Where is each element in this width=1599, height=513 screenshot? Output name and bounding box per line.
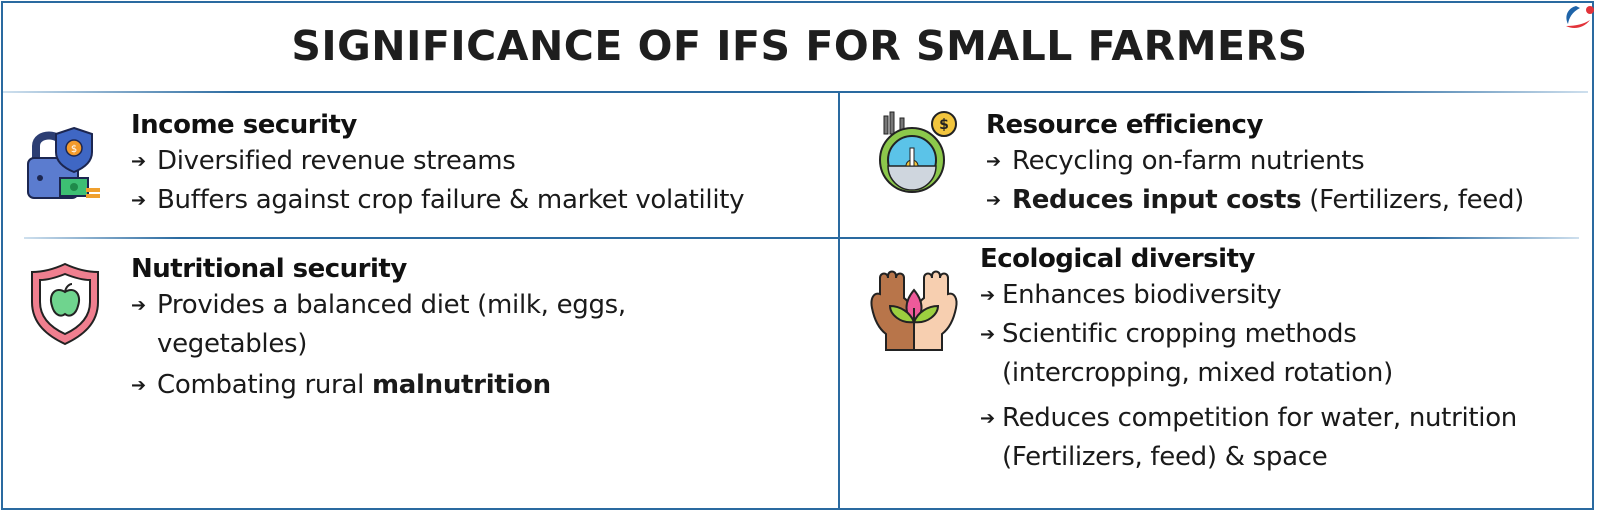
section-income-security: Income security ➔ Diversified revenue str…: [131, 108, 821, 220]
list-item: ➔ Provides a balanced diet (milk, eggs, v…: [131, 286, 717, 364]
list-item: ➔ Scientific cropping methods (intercropp…: [980, 315, 1472, 393]
arrow-right-icon: ➔: [986, 190, 1001, 211]
svg-text:$: $: [939, 117, 949, 133]
title-divider: [3, 91, 1588, 93]
arrow-right-icon: ➔: [131, 151, 146, 172]
padlock-shield-money-icon: $: [27, 126, 100, 199]
shield-apple-icon: [31, 262, 99, 346]
list-item: ➔ Buffers against crop failure & market v…: [131, 181, 821, 220]
svg-text:$: $: [71, 144, 77, 155]
arrow-right-icon: ➔: [131, 295, 146, 316]
list-item: ➔ Diversified revenue streams: [131, 142, 821, 181]
list-item: ➔ Recycling on-farm nutrients: [986, 142, 1586, 181]
list-item: ➔ Combating rural malnutrition: [131, 366, 821, 405]
section-heading: Resource efficiency: [986, 110, 1263, 140]
hands-holding-plant-icon: [870, 270, 958, 351]
section-resource-efficiency: Resource efficiency ➔ Recycling on-farm n…: [986, 108, 1586, 220]
section-heading: Nutritional security: [131, 254, 407, 284]
arrow-right-icon: ➔: [980, 324, 995, 345]
column-divider: [838, 93, 840, 508]
section-nutritional-security: Nutritional security ➔ Provides a balance…: [131, 252, 821, 405]
list-item: ➔ Reduces competition for water, nutritio…: [980, 399, 1522, 477]
arrow-right-icon: ➔: [986, 151, 1001, 172]
row-divider: [24, 237, 1579, 239]
section-heading: Ecological diversity: [980, 244, 1255, 274]
page-title: SIGNIFICANCE OF IFS FOR SMALL FARMERS: [291, 22, 1308, 70]
arrow-right-icon: ➔: [131, 190, 146, 211]
list-item: ➔ Reduces input costs (Fertilizers, feed): [986, 181, 1586, 220]
arrow-right-icon: ➔: [131, 375, 146, 396]
section-ecological-diversity: Ecological diversity ➔ Enhances biodivers…: [980, 242, 1580, 477]
arrow-right-icon: ➔: [980, 285, 995, 306]
arrow-right-icon: ➔: [980, 408, 995, 429]
brand-logo-icon: [1566, 6, 1594, 28]
section-heading: Income security: [131, 110, 357, 140]
list-item: ➔ Enhances biodiversity: [980, 276, 1580, 315]
gear-gauge-dollar-icon: $: [879, 111, 957, 193]
